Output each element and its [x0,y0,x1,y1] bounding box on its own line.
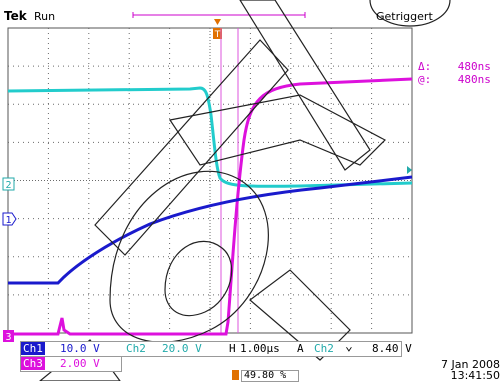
trigger-position-bracket [132,12,306,18]
cursor-delta-label: Δ: [418,60,432,73]
cursor-at-label: @: [418,73,432,86]
ch1-label: Ch1 [21,342,45,355]
cursor-at-row: @: 480ns [418,73,491,86]
timebase-label: H [229,342,236,355]
acquisition-state: Run [34,10,56,23]
timestamp: 7 Jan 2008 13:41:50 [430,359,500,381]
timebase-value: 1.00µs [240,342,280,355]
ch2-label: Ch2 [126,342,146,355]
ch3-level-marker-icon: 3 [3,330,14,343]
graticule-grid [8,28,412,333]
trigger-marker-label: T [214,30,221,40]
brand-logo: Tek [4,9,27,23]
trigger-mode: A [297,342,304,355]
ch2-level-marker-icon: 2 [2,177,15,191]
ch3-level-marker-label: 3 [5,332,11,343]
ch2-level-marker-label: 2 [5,180,11,191]
settings-readout: Ch1 10.0 V Ch2 20.0 V H 1.00µs A Ch2 ⌄ 8… [0,339,501,382]
ch3-scale: 2.00 V [60,357,100,370]
ch1-level-marker-icon: 1 [2,212,17,226]
settings-row-2-box [20,356,122,372]
cursor-readout: Δ: 480ns @: 480ns [418,60,491,86]
trigger-level: 8.40 V [372,342,412,355]
timestamp-time: 13:41:50 [450,369,500,382]
ch3-label: Ch3 [21,357,45,370]
trigger-pos-bottom-icon [232,370,239,380]
trigger-source: Ch2 [314,342,334,355]
ch1-waveform [8,175,413,285]
ch1-level-marker-label: 1 [5,215,11,226]
cursor-delta-row: Δ: 480ns [418,60,491,73]
ch2-scale: 20.0 V [162,342,202,355]
cursor-delta-value: 480ns [457,60,491,73]
trigger-marker-icon: T [213,19,222,40]
trigger-position: 49.80 % [244,370,287,381]
cursor-at-value: 480ns [457,73,491,86]
ch1-scale: 10.0 V [60,342,100,355]
timestamp-date: 7 Jan 2008 [441,358,500,371]
trigger-level-marker-icon [407,166,412,174]
falling-edge-icon: ⌄ [345,339,353,354]
settings-row-1-box [20,341,402,357]
trigger-state: Getriggert [376,10,433,23]
